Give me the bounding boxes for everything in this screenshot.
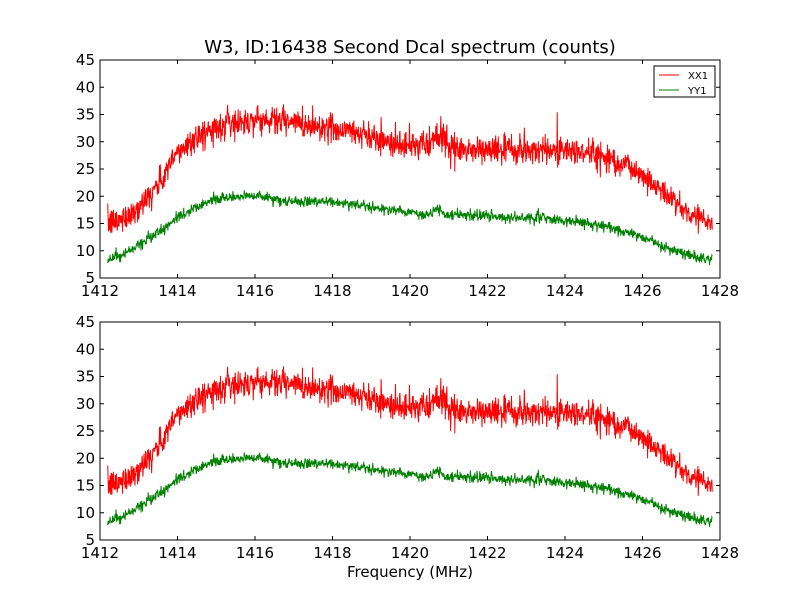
y-tick-label: 40: [76, 340, 95, 358]
series-line-xx1: [107, 104, 713, 234]
y-tick-label: 45: [76, 313, 95, 331]
y-tick-label: 15: [76, 215, 95, 233]
legend-box: [653, 65, 716, 98]
top-plot-panel: 1412 1414 1416 1418 1420 1422 1424 1426 1428 5 10 1…: [76, 51, 739, 300]
chart-title: W3, ID:16438 Second Dcal spectrum (count…: [204, 37, 616, 58]
x-tick-label: 1424: [546, 544, 584, 562]
y-tick-label: 30: [76, 133, 95, 151]
y-tick-label: 5: [85, 531, 95, 549]
y-tick-label: 40: [76, 78, 95, 96]
y-tick-label: 35: [76, 368, 95, 386]
series-line-xx1: [107, 366, 713, 496]
x-tick-label: 1412: [81, 282, 119, 300]
x-tick-label: 1422: [468, 544, 506, 562]
x-tick-label: 1416: [236, 282, 274, 300]
x-tick-label: 1422: [468, 282, 506, 300]
series-group: [107, 366, 713, 528]
y-tick-label: 20: [76, 449, 95, 467]
y-tick-label: 25: [76, 422, 95, 440]
x-tick-label: 1416: [236, 544, 274, 562]
x-tick-label: 1418: [313, 282, 351, 300]
plot-frame: [99, 59, 721, 279]
y-tick-label: 20: [76, 187, 95, 205]
x-tick-label: 1426: [623, 544, 661, 562]
x-tick-label: 1428: [701, 544, 739, 562]
x-tick-label: 1426: [623, 282, 661, 300]
y-tick-label: 10: [76, 504, 95, 522]
plot-frame: [99, 321, 721, 541]
y-tick-label: 5: [85, 269, 95, 287]
y-tick-label: 25: [76, 160, 95, 178]
series-line-yy1: [107, 190, 713, 266]
y-tick-label: 45: [76, 51, 95, 69]
y-tick-label: 35: [76, 106, 95, 124]
y-tick-label: 10: [76, 242, 95, 260]
bottom-plot-panel: 1412 1414 1416 1418 1420 1422 1424 1426 1428 5 10 1…: [76, 313, 739, 562]
y-tick-label: 30: [76, 395, 95, 413]
legend-label-xx1: XX1: [688, 71, 708, 82]
x-tick-label: 1420: [391, 282, 429, 300]
x-tick-label: 1414: [158, 282, 196, 300]
x-axis-label: Frequency (MHz): [347, 563, 473, 581]
x-tick-label: 1414: [158, 544, 196, 562]
x-tick-label: 1420: [391, 544, 429, 562]
x-tick-label: 1428: [701, 282, 739, 300]
x-tick-label: 1412: [81, 544, 119, 562]
y-tick-label: 15: [76, 477, 95, 495]
x-tick-label: 1418: [313, 544, 351, 562]
series-line-yy1: [107, 452, 713, 528]
series-group: [107, 104, 713, 266]
legend-label-yy1: YY1: [687, 86, 707, 97]
x-tick-label: 1424: [546, 282, 584, 300]
